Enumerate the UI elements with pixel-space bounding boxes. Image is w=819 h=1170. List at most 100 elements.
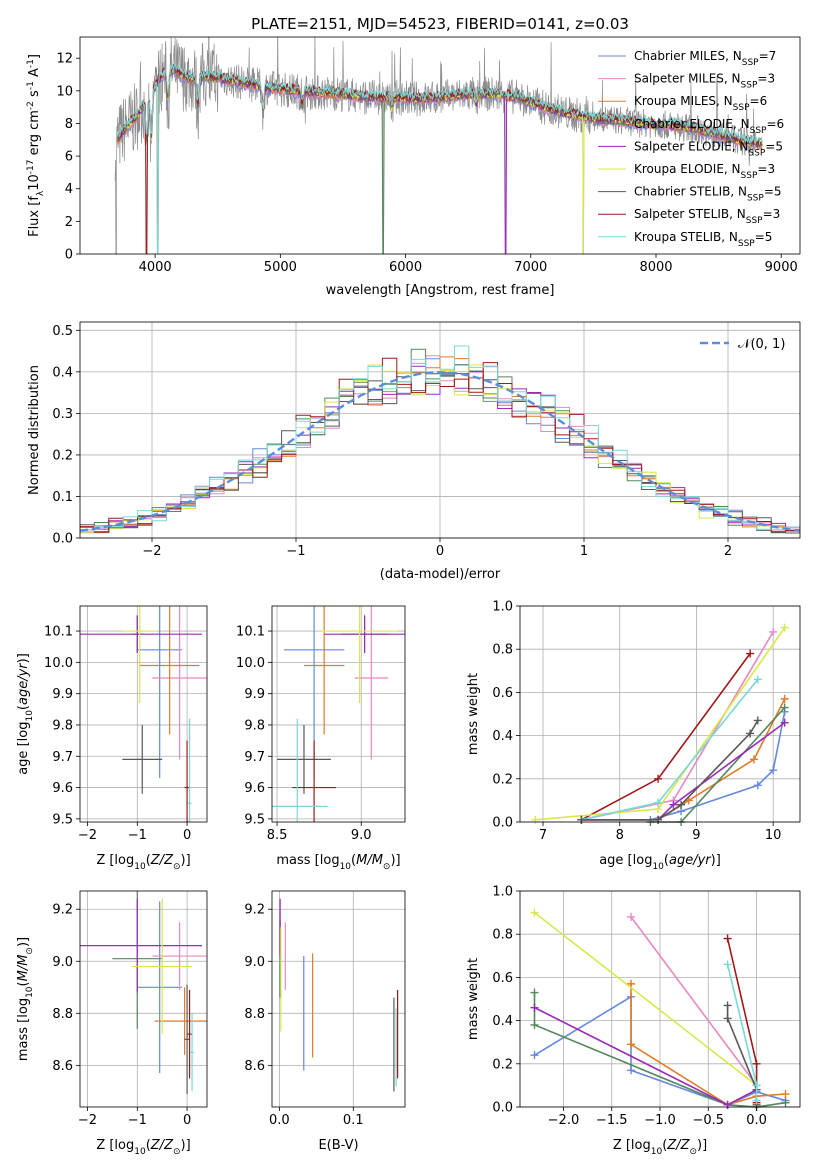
y-tick-label: 8.8 (244, 1007, 265, 1022)
y-tick-label: 0.4 (492, 1014, 513, 1029)
axes-spectrum: 4000 5000 6000 7000 8000 9000 0 2 4 6 8 10 12 wavelen… (26, 36, 801, 298)
label-part: ⊙ (689, 1147, 697, 1157)
x-tick-label: −1 (128, 1113, 147, 1128)
y-tick-label: 0.3 (52, 407, 73, 422)
y-tick-label: 0.0 (52, 532, 73, 547)
axes-frame (79, 605, 208, 823)
weight-marker (723, 1001, 732, 1010)
label-part: Z [log (96, 1138, 134, 1153)
weight-marker (530, 988, 539, 997)
y-tick-label: 9.8 (52, 718, 73, 733)
errorbar-point (187, 718, 192, 822)
y-tick-label: 0.2 (52, 448, 73, 463)
legend-label: Kroupa STELIB, NSSP=5 (634, 230, 772, 249)
errorbar-point (154, 987, 207, 1055)
weight-marker (654, 774, 663, 783)
axes-mass_vs_EBV: 0.0 0.1 8.6 8.8 9.0 9.2 E(B-V) (244, 890, 406, 1153)
x-tick-label: 8000 (639, 260, 672, 275)
y-tick-label: 9.5 (52, 812, 73, 827)
x-axis-label: Z [log10(Z/Z⊙)] (613, 1138, 707, 1157)
label-part: SSP (748, 148, 765, 158)
label-part: 10 (651, 1147, 663, 1157)
legend-label: 𝒩(0, 1) (738, 337, 785, 352)
label-part: Salpeter ELODIE, N (634, 139, 748, 153)
x-tick-label: 9 (692, 828, 700, 843)
y-tick-label: 1.0 (492, 600, 513, 615)
weight-marker (753, 716, 762, 725)
x-tick-label: −1.5 (596, 1113, 628, 1128)
label-part: =5 (755, 230, 773, 244)
errorbar-point (152, 606, 207, 760)
weight-marker (780, 718, 789, 727)
label-part: age [log (16, 722, 31, 775)
axes-frame (271, 605, 406, 823)
weight-marker (654, 798, 663, 807)
label-part: -1 (26, 81, 36, 90)
axes-frame (79, 890, 208, 1108)
legend-label: Chabrier STELIB, NSSP=5 (634, 185, 782, 204)
legend-label: Salpeter MILES, NSSP=3 (634, 72, 775, 91)
axes-frame (79, 36, 801, 255)
errorbar-point (139, 606, 200, 735)
y-tick-label: 9.6 (244, 781, 265, 796)
y-tick-label: 0.2 (492, 1057, 513, 1072)
grid-age_vs_mass (272, 606, 405, 822)
model-spectrum (117, 63, 763, 254)
label-part: Salpeter MILES, N (634, 72, 741, 86)
label-part: ⊙ (25, 947, 35, 955)
label-part: s (27, 90, 42, 101)
label-part: age/yr (669, 853, 712, 868)
y-tick-label: 9.9 (52, 687, 73, 702)
y-tick-label: 0.2 (492, 772, 513, 787)
x-tick-label: 9000 (765, 260, 798, 275)
panel-mass_vs_EBV: 0.0 0.1 8.6 8.8 9.0 9.2 E(B-V) (244, 890, 406, 1153)
label-part: ⊙ (173, 862, 181, 872)
label-part: M/M (16, 955, 31, 982)
weight-marker (769, 766, 778, 775)
label-part: 10 (134, 862, 146, 872)
y-tick-label: 9.2 (244, 903, 265, 918)
weight-marker (780, 623, 789, 632)
weight-marker (669, 800, 678, 809)
label-part: Salpeter STELIB, N (634, 207, 746, 221)
label-part: SSP (746, 216, 763, 226)
y-tick-label: 0 (65, 248, 73, 263)
plot-mass_vs_Z (80, 891, 207, 1094)
y-tick-label: 4 (65, 182, 73, 197)
label-part: SSP (747, 194, 764, 204)
y-tick-label: 9.9 (244, 687, 265, 702)
weight-marker (627, 1040, 636, 1049)
axes-frame (519, 890, 801, 1108)
label-part: 10 (652, 862, 664, 872)
weight-marker (781, 1090, 790, 1099)
x-tick-label: 7 (539, 828, 547, 843)
label-part: )] (711, 853, 721, 868)
label-part: =3 (757, 162, 775, 176)
panel-mass_weight_vs_Z: −2.0 −1.5 −1.0 −0.5 0.0 0.0 0.2 0.4 0.6 0.8 1.0 Z [… (466, 885, 801, 1157)
y-tick-label: 9.6 (52, 781, 73, 796)
label-part: SSP (738, 239, 755, 249)
label-part: λ (36, 190, 46, 196)
panel-residual_histogram: −2 −1 0 1 2 0.0 0.1 0.2 0.3 0.4 0.5 (data-model)/er… (27, 321, 801, 582)
label-part: age/yr (16, 662, 31, 705)
weight-marker (749, 755, 758, 764)
errorbar-point (324, 615, 405, 653)
x-axis-label: wavelength [Angstrom, rest frame] (326, 283, 555, 298)
x-axis-label: Z [log10(Z/Z⊙)] (96, 853, 190, 872)
y-tick-label: 0.4 (492, 729, 513, 744)
weight-line (534, 1006, 757, 1106)
weight-marker (654, 815, 663, 824)
weight-marker (780, 694, 789, 703)
label-part: age [log (599, 853, 652, 868)
legend-label: Salpeter STELIB, NSSP=3 (634, 207, 780, 226)
label-part: =6 (750, 94, 768, 108)
y-tick-label: 0.5 (52, 324, 73, 339)
legend-hist: 𝒩(0, 1) (700, 337, 785, 352)
weight-marker (752, 1081, 761, 1090)
figure-title: PLATE=2151, MJD=54523, FIBERID=0141, z=0… (251, 15, 629, 33)
weight-marker (723, 1100, 732, 1109)
label-part: Z [log (613, 1138, 651, 1153)
